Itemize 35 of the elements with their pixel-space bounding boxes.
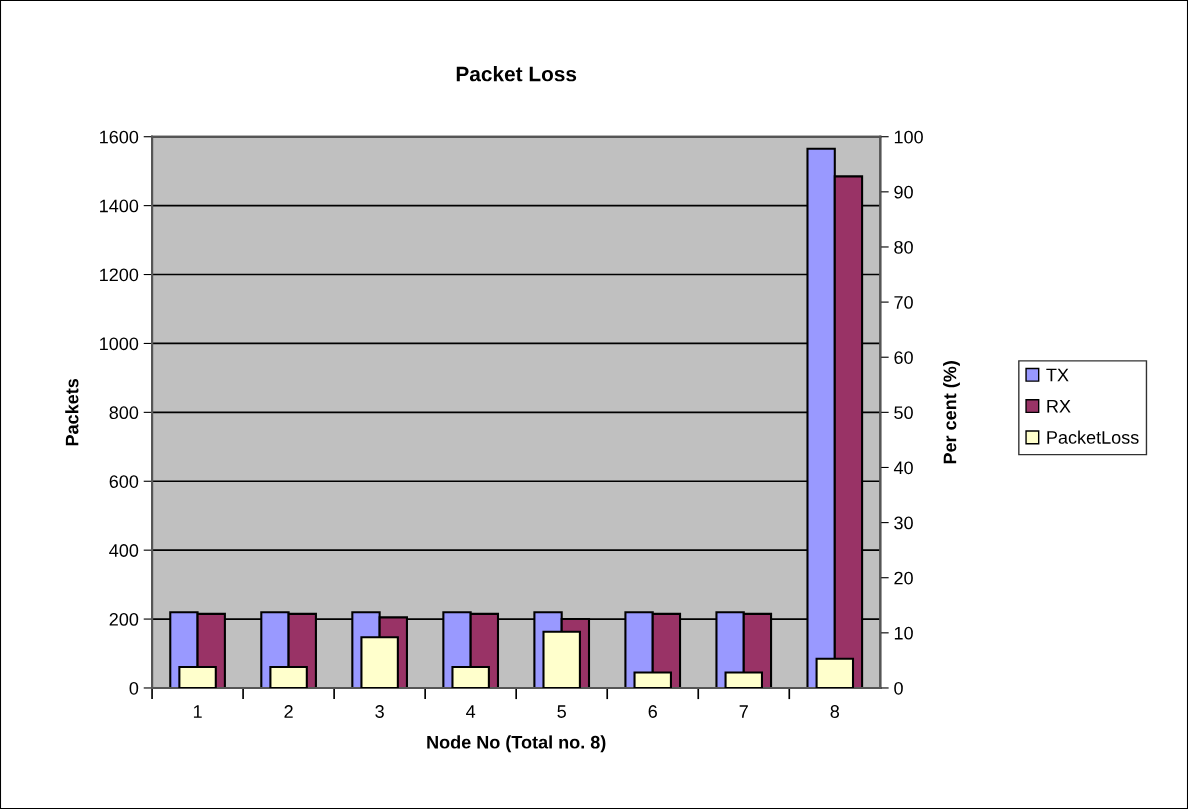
- y-tick-label: 400: [109, 544, 139, 557]
- y-tick-label: 200: [109, 613, 139, 626]
- y2-tick-label: 100: [894, 130, 923, 144]
- y2-tick-label: 40: [893, 461, 913, 475]
- y-tick-label: 0: [129, 681, 139, 695]
- y-axis-title: Packets: [65, 378, 79, 446]
- legend-label: PacketLoss: [1047, 430, 1139, 444]
- y-tick-label: 1000: [100, 337, 139, 351]
- y2-tick-label: 60: [894, 351, 913, 364]
- x-tick-label: 7: [739, 705, 748, 718]
- y2-tick-label: 70: [894, 296, 913, 309]
- y2-tick-label: 0: [894, 681, 903, 695]
- y2-tick-label: 80: [894, 240, 913, 254]
- y-tick-label: 600: [109, 475, 139, 488]
- y-tick-label: 1600: [100, 130, 139, 144]
- y-tick-label: 1200: [100, 268, 139, 282]
- x-tick-label: 2: [284, 705, 293, 718]
- x-tick-label: 5: [557, 705, 566, 718]
- y2-tick-label: 30: [894, 516, 913, 530]
- legend-label: RX: [1047, 399, 1071, 413]
- y2-axis-title: Per cent (%): [943, 361, 960, 464]
- x-axis-title: Node No (Total no. 8): [427, 735, 606, 753]
- y2-tick-label: 10: [894, 626, 913, 640]
- x-tick-label: 1: [193, 705, 202, 718]
- x-tick-label: 8: [830, 705, 840, 718]
- legend-label: TX: [1046, 368, 1069, 382]
- y-tick-label: 800: [109, 406, 139, 420]
- y2-tick-label: 50: [894, 406, 913, 420]
- x-tick-label: 4: [466, 705, 476, 718]
- chart-title: Packet Loss: [456, 66, 577, 82]
- y2-tick-label: 90: [894, 185, 913, 199]
- y2-tick-label: 20: [894, 571, 913, 585]
- y-tick-label: 1400: [100, 199, 139, 213]
- x-tick-label: 3: [375, 705, 384, 718]
- x-tick-label: 6: [648, 705, 657, 718]
